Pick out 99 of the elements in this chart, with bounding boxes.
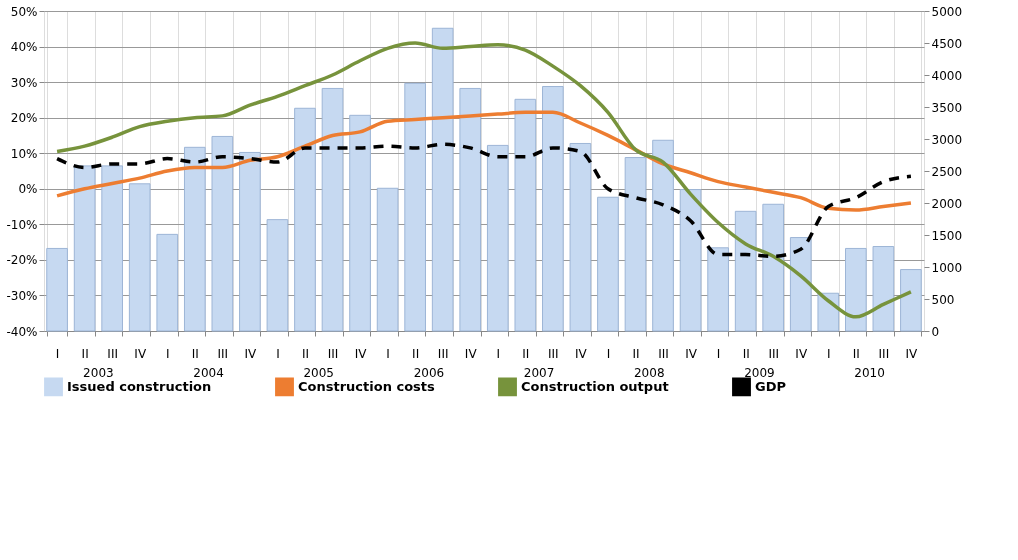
y2-tick-label: 4500 — [931, 36, 963, 51]
x-tick-label: III — [768, 346, 780, 361]
bar — [872, 246, 895, 332]
bar — [845, 247, 867, 332]
x-tick-label: III — [548, 346, 559, 361]
text: 2006 — [413, 366, 445, 380]
bar — [459, 87, 482, 332]
x-tick-label: IV — [244, 346, 258, 361]
bar — [128, 183, 151, 332]
x-tick-label: III — [107, 346, 118, 361]
text: 2010 — [854, 366, 885, 380]
x-tick-label: III — [217, 346, 229, 361]
x-tick-label: I — [386, 346, 390, 361]
y2-tick-label: 1500 — [931, 228, 963, 243]
bar — [900, 269, 922, 332]
y-tick-label: -40% — [6, 324, 38, 339]
x-tick-label: IV — [795, 346, 808, 361]
y2-tick-label: 3500 — [931, 100, 963, 115]
x-tick-label: II — [301, 346, 310, 361]
bar — [239, 151, 261, 332]
y2-tick-label: 0 — [931, 324, 940, 339]
x-tick-label: I — [716, 346, 721, 361]
x-tick-label: IV — [575, 346, 588, 361]
y-tick-label: 30% — [10, 75, 38, 90]
x-tick-label: III — [327, 346, 339, 361]
x-tick-label: IV — [134, 346, 147, 361]
x-tick-label: IV — [905, 346, 919, 361]
bar — [46, 247, 68, 332]
x-tick-label: I — [496, 346, 501, 361]
x-tick-label: II — [412, 346, 420, 361]
x-tick-label: I — [606, 346, 611, 361]
x-tick-label: II — [81, 346, 89, 361]
x-tick-label: IV — [464, 346, 478, 361]
x-tick-label: I — [165, 346, 170, 361]
text: 2009 — [744, 366, 775, 380]
bar — [294, 107, 316, 332]
bar — [624, 157, 647, 332]
x-tick-label: I — [276, 346, 280, 361]
x-tick-label: III — [658, 346, 669, 361]
bar — [321, 87, 344, 332]
x-tick-label: I — [55, 346, 60, 361]
bar — [183, 146, 206, 332]
bar — [679, 189, 702, 332]
y-tick-label: 50% — [10, 4, 38, 19]
legend-label: Construction costs — [298, 378, 436, 394]
bar — [376, 187, 399, 332]
legend-label: Construction output — [521, 378, 669, 394]
bar — [349, 114, 371, 332]
y-tick-label: 40% — [10, 40, 38, 55]
bar — [597, 196, 619, 332]
text: 2008 — [633, 366, 665, 380]
x-tick-label: I — [827, 346, 831, 361]
bar — [734, 210, 757, 332]
text: 2005 — [303, 366, 334, 380]
legend-label: Issued construction — [67, 378, 212, 394]
x-tick-label: II — [852, 346, 860, 361]
x-tick-label: IV — [685, 346, 698, 361]
bar — [211, 135, 234, 332]
y2-tick-label: 2000 — [931, 196, 963, 211]
text: 2004 — [193, 366, 224, 380]
x-tick-label: II — [632, 346, 640, 361]
y2-tick-label: 5000 — [931, 4, 963, 19]
bar — [266, 219, 289, 332]
y2-tick-label: 1000 — [931, 260, 963, 275]
line-series — [55, 41, 913, 319]
y-tick-label: 0% — [18, 182, 38, 197]
bar — [486, 144, 509, 332]
bar — [404, 82, 426, 332]
y2-tick-label: 2500 — [931, 164, 963, 179]
bar — [569, 142, 592, 332]
bar — [762, 203, 785, 332]
text: 2003 — [83, 366, 114, 380]
bar — [789, 237, 812, 332]
bar — [542, 86, 564, 332]
x-tick-label: II — [522, 346, 530, 361]
y2-tick-label: 500 — [931, 292, 955, 307]
legend-label: GDP — [755, 378, 786, 394]
x-tick-label: III — [878, 346, 890, 361]
y-tick-label: 10% — [10, 146, 38, 161]
bar — [101, 165, 123, 332]
x-tick-label: IV — [354, 346, 368, 361]
x-tick-label: II — [191, 346, 199, 361]
y-tick-label: -20% — [6, 253, 38, 268]
y2-tick-label: 3000 — [931, 132, 963, 147]
bar — [707, 247, 729, 332]
x-tick-label: II — [742, 346, 750, 361]
bar — [652, 139, 674, 332]
bar — [514, 98, 537, 332]
bar — [73, 165, 96, 332]
bar — [431, 27, 454, 332]
y-tick-label: -10% — [6, 217, 38, 232]
line-series — [55, 142, 913, 259]
y2-tick-label: 4000 — [931, 68, 963, 83]
line-series — [55, 110, 913, 212]
y-tick-label: -30% — [6, 288, 38, 303]
bar — [156, 233, 179, 332]
x-tick-label: III — [437, 346, 449, 361]
y-tick-label: 20% — [10, 111, 38, 126]
text: 2007 — [523, 366, 555, 380]
